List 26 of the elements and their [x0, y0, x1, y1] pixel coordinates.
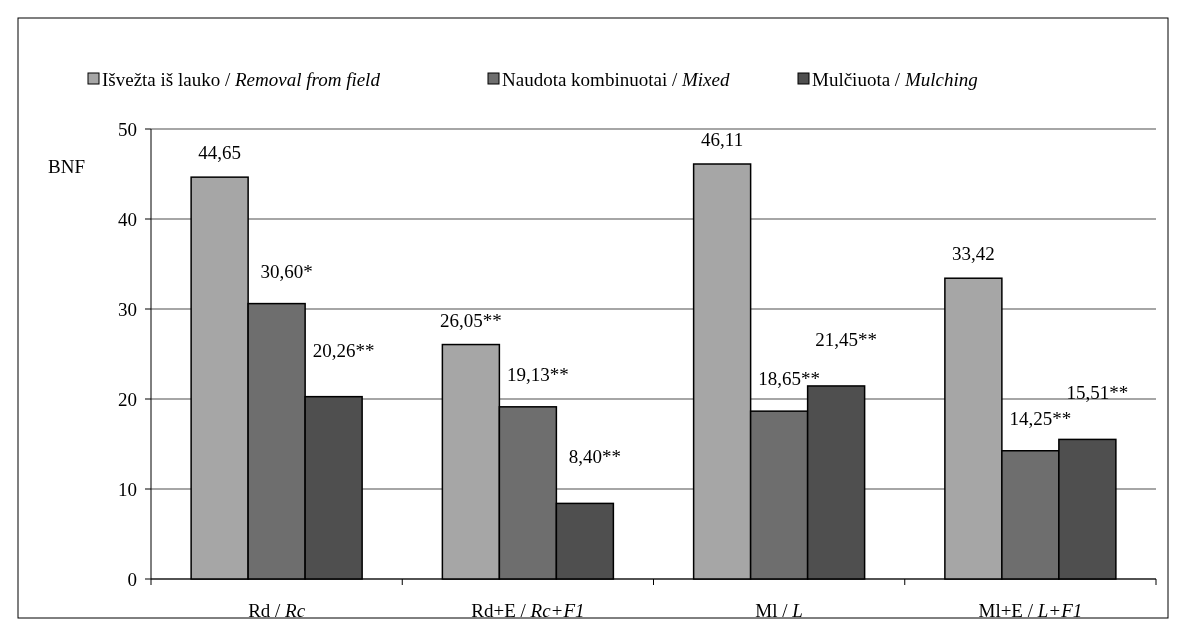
data-label: 14,25** [1009, 407, 1072, 429]
data-label: 46,11 [701, 129, 744, 151]
data-label: 30,60* [260, 260, 313, 282]
data-label: 20,26** [312, 339, 375, 361]
data-label: 21,45** [815, 328, 877, 350]
data-label: 15,51** [1066, 382, 1129, 404]
y-tick-label: 50 [118, 119, 137, 140]
legend-label: Išvežta iš lauko / Removal from field [102, 69, 381, 90]
y-tick-label: 0 [127, 569, 137, 590]
y-tick-label: 10 [118, 479, 137, 500]
legend-label: Mulčiuota / Mulching [812, 69, 978, 90]
legend-label: Naudota kombinuotai / Mixed [502, 69, 730, 90]
y-tick-label: 40 [118, 209, 137, 230]
data-label: 44,65 [198, 142, 241, 164]
data-label: 26,05** [440, 309, 502, 331]
data-label: 33,42 [952, 243, 995, 265]
y-tick-label: 30 [118, 299, 137, 320]
x-tick-label: Rd+E / Rc+F1 [471, 600, 585, 621]
y-tick-label: 20 [118, 389, 137, 410]
data-label: 8,40** [568, 446, 621, 468]
x-tick-label: Ml+E / L+F1 [978, 600, 1083, 621]
x-tick-label: Ml / L [755, 600, 803, 621]
data-label: 19,13** [507, 363, 569, 385]
data-label: 18,65** [758, 368, 820, 390]
y-axis-title: BNF [48, 156, 85, 177]
x-tick-label: Rd / Rc [248, 600, 306, 621]
